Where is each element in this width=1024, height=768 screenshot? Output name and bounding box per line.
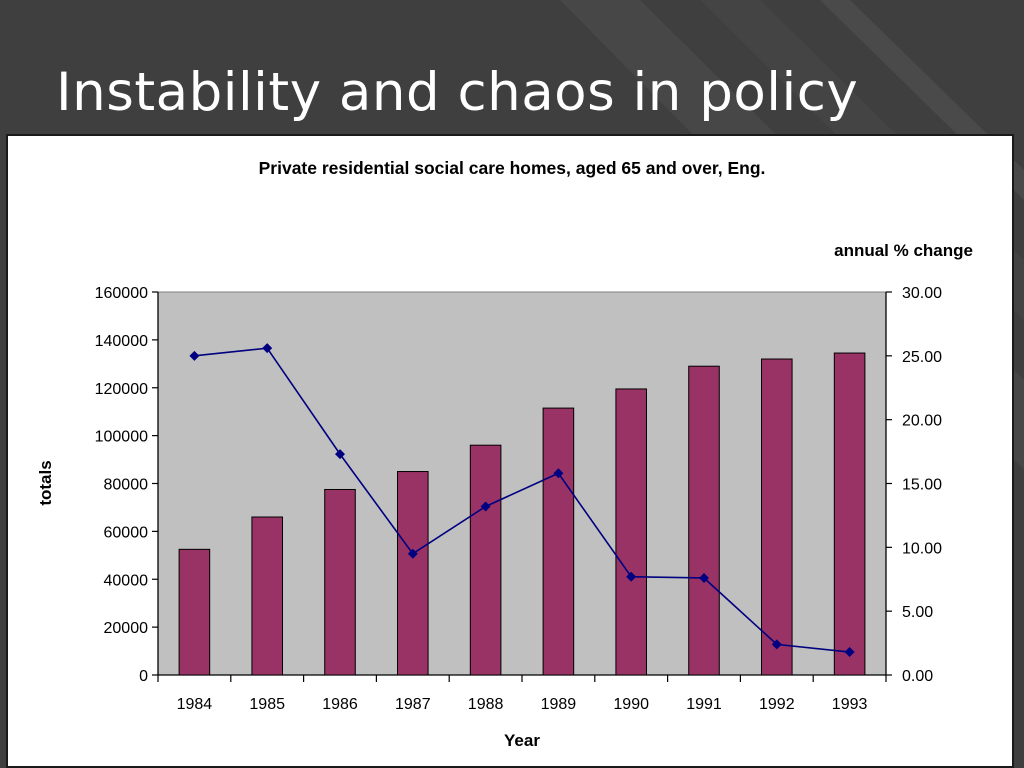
bar (542, 407, 575, 676)
x-tick-label: 1991 (686, 696, 722, 713)
bar (178, 548, 211, 676)
y-tick-label: 140000 (95, 333, 148, 350)
y-tick-label: 120000 (95, 381, 148, 398)
x-axis-label: Year (504, 731, 540, 750)
line-point (626, 571, 637, 582)
line-point (407, 548, 418, 559)
y-tick-label: 160000 (95, 285, 148, 302)
x-tick-label: 1989 (541, 696, 577, 713)
line-point (844, 647, 855, 658)
bar (688, 365, 720, 676)
line-point (553, 468, 564, 479)
x-tick-label: 1984 (177, 696, 213, 713)
y2-tick-label: 15.00 (902, 477, 942, 494)
line-point (699, 572, 709, 583)
y-tick-label: 100000 (95, 429, 148, 446)
bar (833, 352, 866, 676)
y-tick-label: 20000 (104, 620, 149, 637)
combo-chart: Private residential social care homes, a… (36, 158, 973, 750)
line-point (189, 350, 200, 361)
chart-title: Private residential social care homes, a… (259, 158, 766, 178)
y2-axis-label: annual % change (834, 241, 973, 260)
line-point (262, 343, 273, 354)
chart-panel: Private residential social care homes, a… (6, 134, 1014, 768)
x-tick-label: 1986 (322, 696, 358, 713)
bar (761, 358, 793, 676)
y2-tick-label: 25.00 (902, 349, 942, 366)
line-series (194, 347, 850, 653)
line-point (771, 639, 782, 650)
x-tick-label: 1990 (613, 696, 649, 713)
y-tick-label: 40000 (104, 572, 149, 589)
line-point (335, 449, 345, 460)
y2-tick-label: 20.00 (902, 413, 942, 430)
x-tick-label: 1992 (759, 696, 795, 713)
y2-tick-label: 5.00 (902, 604, 933, 621)
line-point (480, 501, 491, 512)
y2-tick-label: 0.00 (902, 668, 933, 685)
x-tick-label: 1985 (249, 696, 285, 713)
x-tick-label: 1988 (468, 696, 504, 713)
y2-tick-label: 10.00 (902, 540, 942, 557)
x-tick-label: 1987 (395, 696, 431, 713)
y2-tick-label: 30.00 (902, 285, 942, 302)
y-tick-label: 0 (139, 668, 148, 685)
bar (251, 516, 283, 676)
bar (469, 444, 502, 676)
y-axis-label: totals (36, 460, 55, 505)
bar (397, 471, 429, 676)
bar (324, 488, 356, 676)
y-tick-label: 80000 (104, 477, 149, 494)
slide-title: Instability and chaos in policy (56, 62, 859, 123)
y-tick-label: 60000 (104, 524, 149, 541)
bar (615, 388, 647, 676)
x-tick-label: 1993 (832, 696, 868, 713)
